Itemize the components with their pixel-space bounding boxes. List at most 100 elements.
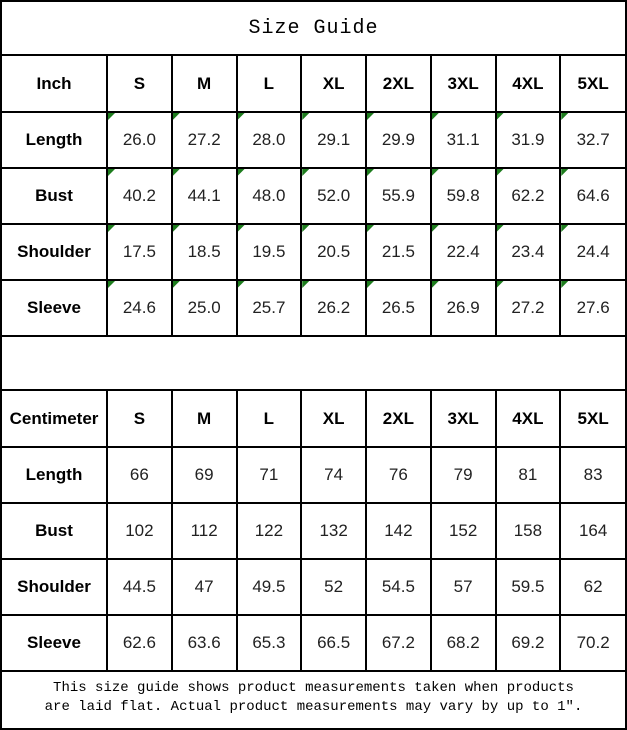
measurement-value: 63.6 xyxy=(187,633,221,652)
inch-header-row: Inch S M L XL 2XL 3XL 4XL 5XL xyxy=(2,56,625,113)
measurement-value: 48.0 xyxy=(252,186,286,205)
inch-sleeve-row: Sleeve 24.6 25.0 25.7 26.2 26.5 26.9 27.… xyxy=(2,280,625,337)
measurement-value: 112 xyxy=(190,521,218,540)
inch-length-row: Length 26.0 27.2 28.0 29.1 29.9 31.1 31.… xyxy=(2,112,625,169)
measurement-cell: 54.5 xyxy=(366,559,432,616)
size-header-cell-3xl: 3XL xyxy=(430,56,497,113)
measurement-cell: 83 xyxy=(560,447,625,504)
measurement-value: 44.1 xyxy=(187,186,221,205)
corner-flag-icon xyxy=(496,113,504,120)
measurement-cell: 62 xyxy=(560,559,625,616)
measurement-cell: 27.6 xyxy=(560,280,625,337)
measurement-cell: 142 xyxy=(366,503,432,560)
corner-flag-icon xyxy=(172,225,180,232)
measurement-cell: 26.2 xyxy=(301,280,367,337)
measurement-value: 24.4 xyxy=(576,242,610,261)
measurement-cell: 55.9 xyxy=(366,168,432,225)
measurement-cell: 67.2 xyxy=(366,615,432,672)
measurement-cell: 47 xyxy=(171,559,238,616)
corner-flag-icon xyxy=(431,169,439,176)
measurement-cell: 76 xyxy=(366,447,432,504)
measurement-value: 28.0 xyxy=(252,130,286,149)
measurement-value: 64.6 xyxy=(576,186,610,205)
measurement-cell: 66 xyxy=(107,447,173,504)
corner-flag-icon xyxy=(431,225,439,232)
size-header-cell-xl: XL xyxy=(301,391,367,448)
measurement-value: 24.6 xyxy=(122,298,156,317)
measurement-cell: 102 xyxy=(107,503,173,560)
measurement-cell: 26.9 xyxy=(430,280,497,337)
measurement-cell: 17.5 xyxy=(107,224,173,281)
measurement-cell: 28.0 xyxy=(236,112,303,169)
measurement-value: 83 xyxy=(583,465,603,484)
measurement-value: 54.5 xyxy=(381,577,415,596)
size-header-cell-4xl: 4XL xyxy=(495,391,562,448)
measurement-cell: 68.2 xyxy=(430,615,497,672)
inch-unit-header-cell: Inch xyxy=(2,56,108,113)
measurement-cell: 71 xyxy=(236,447,303,504)
size-header-cell-2xl: 2XL xyxy=(366,391,432,448)
measurement-cell: 27.2 xyxy=(495,280,562,337)
measurement-value: 65.3 xyxy=(252,633,286,652)
corner-flag-icon xyxy=(561,225,569,232)
corner-flag-icon xyxy=(561,169,569,176)
corner-flag-icon xyxy=(237,225,245,232)
size-header-cell-s: S xyxy=(107,391,173,448)
measurement-value: 132 xyxy=(319,521,348,540)
cm-header-row: Centimeter S M L XL 2XL 3XL 4XL 5XL xyxy=(2,391,625,448)
measurement-value: 29.9 xyxy=(381,130,415,149)
inch-bust-row: Bust 40.2 44.1 48.0 52.0 55.9 59.8 62.2 … xyxy=(2,168,625,225)
table-gap xyxy=(2,337,625,391)
size-header-cell-4xl: 4XL xyxy=(495,56,562,113)
measurement-value: 52 xyxy=(324,577,344,596)
corner-flag-icon xyxy=(367,281,374,288)
corner-flag-icon xyxy=(496,225,504,232)
measurement-value: 55.9 xyxy=(381,186,415,205)
measurement-cell: 20.5 xyxy=(301,224,367,281)
measurement-cell: 26.5 xyxy=(366,280,432,337)
corner-flag-icon xyxy=(431,281,439,288)
measurement-cell: 59.5 xyxy=(495,559,562,616)
centimeter-size-table: Centimeter S M L XL 2XL 3XL 4XL 5XL Leng… xyxy=(2,391,625,672)
measurement-value: 29.1 xyxy=(317,130,351,149)
row-label-cell: Shoulder xyxy=(2,224,108,281)
corner-flag-icon xyxy=(172,113,180,120)
size-header-cell-m: M xyxy=(171,391,238,448)
measurement-value: 62 xyxy=(583,577,603,596)
measurement-cell: 65.3 xyxy=(236,615,303,672)
corner-flag-icon xyxy=(496,169,504,176)
measurement-cell: 31.1 xyxy=(430,112,497,169)
corner-flag-icon xyxy=(237,281,245,288)
measurement-value: 21.5 xyxy=(381,242,415,261)
measurement-value: 19.5 xyxy=(252,242,286,261)
measurement-cell: 64.6 xyxy=(560,168,625,225)
inch-shoulder-row: Shoulder 17.5 18.5 19.5 20.5 21.5 22.4 2… xyxy=(2,224,625,281)
measurement-cell: 74 xyxy=(301,447,367,504)
measurement-value: 17.5 xyxy=(122,242,156,261)
measurement-value: 66.5 xyxy=(317,633,351,652)
corner-flag-icon xyxy=(496,281,504,288)
measurement-value: 71 xyxy=(259,465,279,484)
measurement-value: 20.5 xyxy=(317,242,351,261)
measurement-cell: 62.2 xyxy=(495,168,562,225)
corner-flag-icon xyxy=(237,113,245,120)
measurement-cell: 69.2 xyxy=(495,615,562,672)
footer-note-line: are laid flat. Actual product measuremen… xyxy=(44,699,583,715)
corner-flag-icon xyxy=(561,113,569,120)
corner-flag-icon xyxy=(302,281,310,288)
measurement-cell: 32.7 xyxy=(560,112,625,169)
measurement-value: 26.0 xyxy=(122,130,156,149)
measurement-value: 158 xyxy=(513,521,543,540)
footer-note-line: This size guide shows product measuremen… xyxy=(53,680,574,696)
measurement-cell: 29.9 xyxy=(366,112,432,169)
cm-unit-header-cell: Centimeter xyxy=(2,391,108,448)
size-header-cell-3xl: 3XL xyxy=(430,391,497,448)
measurement-cell: 44.1 xyxy=(171,168,238,225)
measurement-value: 70.2 xyxy=(576,633,610,652)
measurement-value: 81 xyxy=(518,465,538,484)
row-label-cell: Length xyxy=(2,112,108,169)
measurement-cell: 164 xyxy=(560,503,625,560)
measurement-cell: 27.2 xyxy=(171,112,238,169)
corner-flag-icon xyxy=(108,113,115,120)
measurement-cell: 23.4 xyxy=(495,224,562,281)
